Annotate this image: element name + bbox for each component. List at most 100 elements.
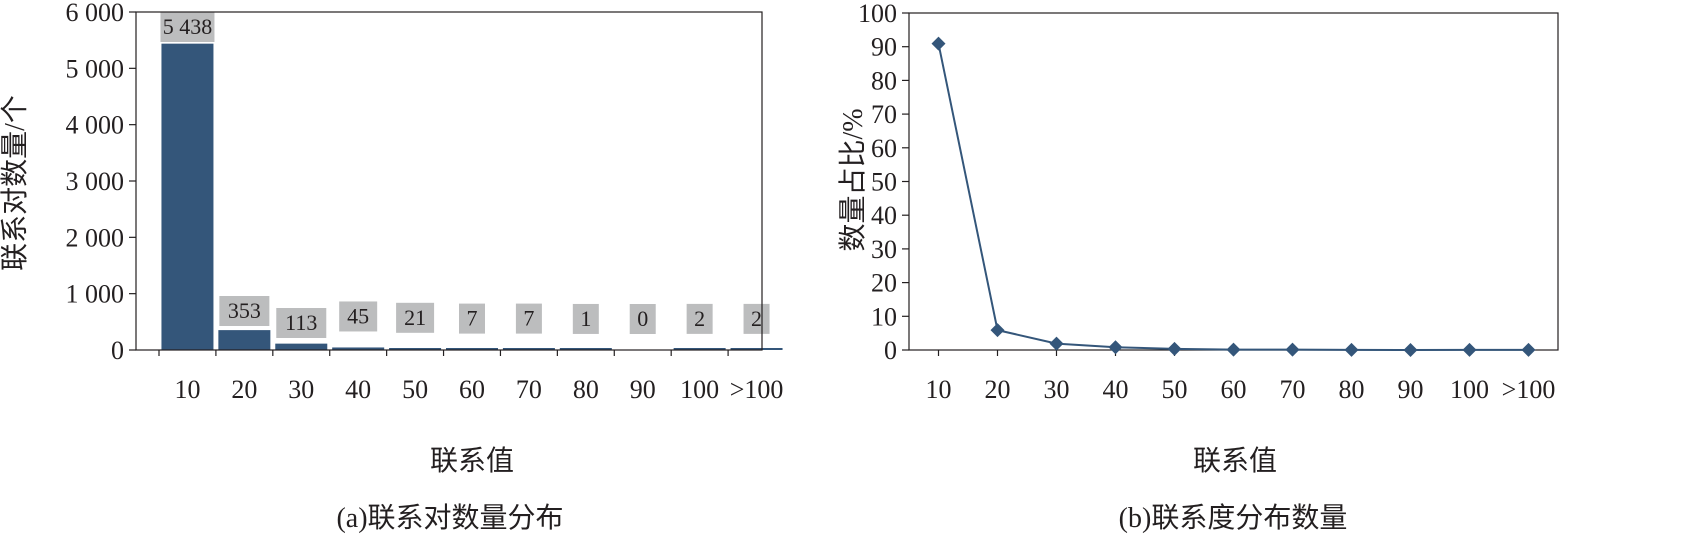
data-label: 2 bbox=[694, 306, 705, 331]
x-tick-label: 90 bbox=[630, 375, 656, 404]
bar bbox=[275, 343, 328, 350]
y-tick-label: 0 bbox=[111, 336, 124, 365]
data-point-marker bbox=[1521, 342, 1536, 357]
x-tick-label: 80 bbox=[1339, 375, 1365, 404]
bar-y-axis-title: 联系对数量/个 bbox=[0, 95, 31, 271]
line-chart-axes bbox=[908, 12, 1559, 351]
bar bbox=[218, 330, 271, 350]
data-point-marker bbox=[931, 36, 946, 51]
bar bbox=[730, 348, 783, 350]
data-label-box bbox=[339, 301, 378, 332]
y-tick-label: 1 000 bbox=[66, 280, 125, 309]
data-point-marker bbox=[1049, 336, 1064, 351]
bar-chart-caption: (a)联系对数量分布 bbox=[336, 502, 563, 534]
line-x-axis-title: 联系值 bbox=[1193, 445, 1277, 477]
y-tick-label: 2 000 bbox=[66, 223, 125, 252]
y-tick-label: 100 bbox=[858, 0, 897, 28]
data-label-box bbox=[515, 303, 542, 334]
bar bbox=[502, 348, 555, 350]
data-label-box bbox=[276, 308, 327, 338]
x-tick-label: 90 bbox=[1398, 375, 1424, 404]
x-tick-label: 60 bbox=[459, 375, 485, 404]
data-point-marker bbox=[1167, 341, 1182, 356]
bar-y-ticks: 0 1 000 2 000 3 000 4 000 5 000 6 000 bbox=[66, 0, 136, 365]
line-chart-caption: (b)联系度分布数量 bbox=[1119, 502, 1348, 534]
bar bbox=[673, 348, 726, 350]
y-tick-label: 30 bbox=[871, 235, 897, 264]
y-tick-label: 5 000 bbox=[66, 54, 125, 83]
y-tick-label: 90 bbox=[871, 33, 897, 62]
y-tick-label: 3 000 bbox=[66, 167, 125, 196]
data-label-box bbox=[629, 304, 656, 334]
data-point-marker bbox=[1344, 342, 1359, 357]
data-point-marker bbox=[1285, 342, 1300, 357]
x-tick-label: 50 bbox=[402, 375, 428, 404]
x-tick-label: 50 bbox=[1162, 375, 1188, 404]
bar-data-labels: 5 438 353 113 45 21 7 7 1 0 2 2 bbox=[160, 12, 770, 338]
x-tick-label: 70 bbox=[516, 375, 542, 404]
x-tick-label: 10 bbox=[926, 375, 952, 404]
bar bbox=[389, 348, 442, 350]
data-label: 7 bbox=[467, 306, 478, 331]
y-tick-label: 20 bbox=[871, 269, 897, 298]
data-label-box bbox=[459, 303, 485, 334]
data-label: 353 bbox=[228, 298, 261, 323]
data-point-marker bbox=[990, 323, 1005, 338]
bar bbox=[332, 347, 385, 350]
data-label: 1 bbox=[580, 306, 591, 331]
data-label: 2 bbox=[751, 306, 762, 331]
data-point-marker bbox=[1403, 343, 1418, 357]
bar bbox=[161, 43, 214, 350]
x-tick-label: 60 bbox=[1221, 375, 1247, 404]
bar-x-axis-title: 联系值 bbox=[430, 445, 514, 477]
x-tick-label: 80 bbox=[573, 375, 599, 404]
x-tick-label: 20 bbox=[985, 375, 1011, 404]
bar bbox=[446, 348, 498, 350]
data-label: 5 438 bbox=[163, 14, 213, 39]
y-tick-label: 40 bbox=[871, 201, 897, 230]
data-label-box bbox=[219, 296, 270, 326]
line-x-ticks: 10 20 30 40 50 60 70 80 90 100 >100 bbox=[926, 350, 1556, 404]
y-tick-label: 6 000 bbox=[66, 0, 125, 27]
data-point-marker bbox=[1462, 342, 1477, 357]
data-label: 113 bbox=[285, 310, 317, 335]
x-tick-label: 40 bbox=[1103, 375, 1129, 404]
x-tick-label: 100 bbox=[1450, 375, 1489, 404]
data-label-box bbox=[686, 303, 713, 334]
x-tick-label: 40 bbox=[345, 375, 371, 404]
data-label: 21 bbox=[404, 305, 426, 330]
y-tick-label: 10 bbox=[871, 302, 897, 331]
line-chart: 0 10 20 30 40 50 60 70 80 90 100 10 20 30 40 50 60 70 80 9… bbox=[837, 0, 1559, 534]
x-tick-label: 70 bbox=[1280, 375, 1306, 404]
data-label-box bbox=[743, 303, 770, 334]
x-tick-label: 20 bbox=[231, 375, 257, 404]
bar-x-ticks: 10 20 30 40 50 60 70 80 90 100 >100 bbox=[158, 350, 783, 404]
x-tick-label: 30 bbox=[1044, 375, 1070, 404]
y-tick-label: 4 000 bbox=[66, 111, 125, 140]
x-tick-label: >100 bbox=[1502, 375, 1556, 404]
data-label: 7 bbox=[523, 306, 534, 331]
bar bbox=[559, 348, 612, 350]
data-label-box bbox=[396, 302, 435, 333]
x-tick-label: 10 bbox=[174, 375, 200, 404]
data-label-box bbox=[160, 12, 215, 42]
plot-frame bbox=[908, 12, 1559, 351]
y-tick-label: 60 bbox=[871, 134, 897, 163]
line-series bbox=[931, 36, 1536, 357]
bar-series bbox=[161, 43, 783, 350]
y-tick-label: 0 bbox=[884, 336, 897, 365]
data-point-marker bbox=[1108, 340, 1123, 355]
y-tick-label: 50 bbox=[871, 168, 897, 197]
line-y-axis-title: 数量占比/% bbox=[837, 108, 869, 251]
data-label-box bbox=[572, 303, 599, 334]
data-point-marker bbox=[1226, 342, 1241, 357]
data-label: 45 bbox=[347, 303, 369, 328]
y-tick-label: 70 bbox=[871, 100, 897, 129]
line-y-ticks: 0 10 20 30 40 50 60 70 80 90 100 bbox=[858, 0, 909, 365]
data-label: 0 bbox=[637, 306, 648, 331]
series-line bbox=[937, 43, 1529, 352]
x-tick-label: 30 bbox=[288, 375, 314, 404]
x-tick-label: 100 bbox=[680, 375, 719, 404]
